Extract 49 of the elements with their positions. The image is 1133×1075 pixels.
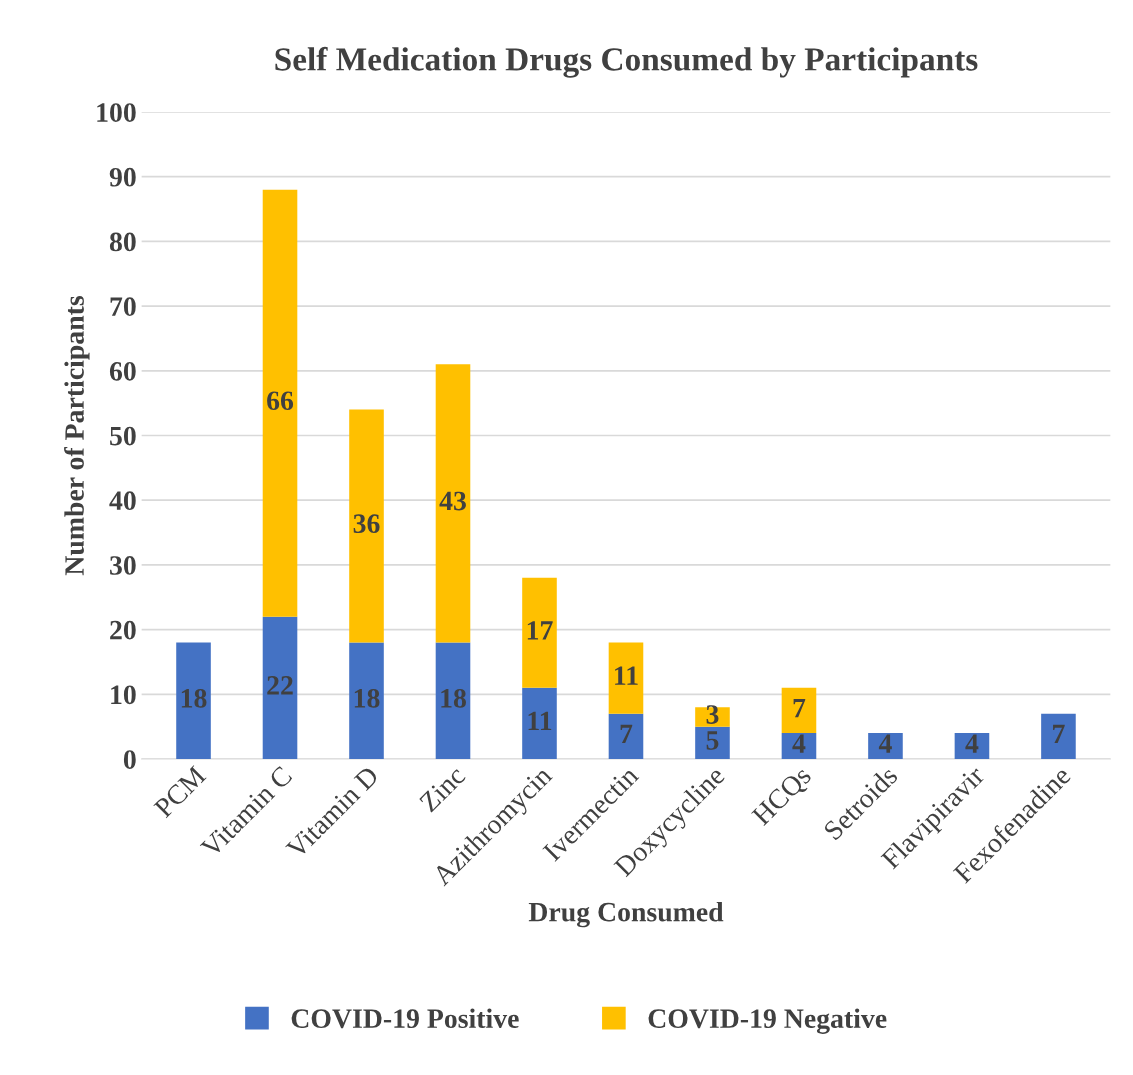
legend-label: COVID-19 Negative (648, 1008, 887, 1034)
bar (262, 616, 298, 759)
chart-title: Self Medication Drugs Consumed by Participants (275, 46, 978, 78)
x-axis-title: Drug Consumed (528, 901, 724, 928)
data-label: 11 (615, 666, 638, 685)
y-tick-label: 40 (109, 491, 136, 511)
bar (176, 642, 211, 759)
data-label: 5 (706, 731, 719, 750)
bar (522, 577, 557, 688)
y-tick-label: 0 (123, 750, 136, 769)
y-tick-label: 100 (97, 103, 136, 122)
bar (695, 707, 730, 727)
y-tick-label: 30 (110, 556, 136, 575)
y-tick-label: 10 (111, 685, 136, 705)
legend-label: COVID-19 Positive (291, 1008, 519, 1029)
data-label: 18 (354, 688, 380, 708)
data-label: 3 (706, 705, 719, 724)
bar (435, 364, 471, 643)
data-label: 7 (1053, 724, 1065, 744)
bar (695, 726, 730, 759)
bar (349, 642, 384, 759)
data-label: 7 (793, 698, 806, 718)
data-label: 36 (353, 514, 380, 534)
bar (608, 642, 644, 714)
y-tick-label: 90 (109, 167, 136, 187)
y-tick-label: 20 (110, 620, 136, 640)
y-tick-label: 50 (110, 426, 136, 446)
y-tick-label: 80 (109, 232, 136, 252)
bar (349, 409, 384, 643)
data-label: 22 (267, 676, 293, 695)
bar (781, 687, 817, 734)
data-label: 4 (792, 734, 806, 753)
data-label: 43 (439, 491, 466, 511)
data-label: 4 (965, 734, 979, 753)
y-axis-title: Number of Participants (64, 296, 90, 576)
y-tick-label: 60 (109, 361, 136, 381)
data-label: 4 (878, 734, 892, 753)
bar (1041, 713, 1076, 759)
bar (608, 713, 644, 759)
bar (522, 687, 557, 759)
y-tick-label: 70 (110, 297, 136, 317)
data-label: 17 (527, 621, 553, 640)
data-label: 11 (528, 711, 552, 731)
bar (262, 189, 298, 617)
data-label: 18 (181, 688, 207, 708)
data-label: 18 (441, 688, 466, 708)
data-label: 66 (267, 391, 294, 411)
bar (435, 642, 471, 759)
data-label: 7 (620, 724, 633, 744)
